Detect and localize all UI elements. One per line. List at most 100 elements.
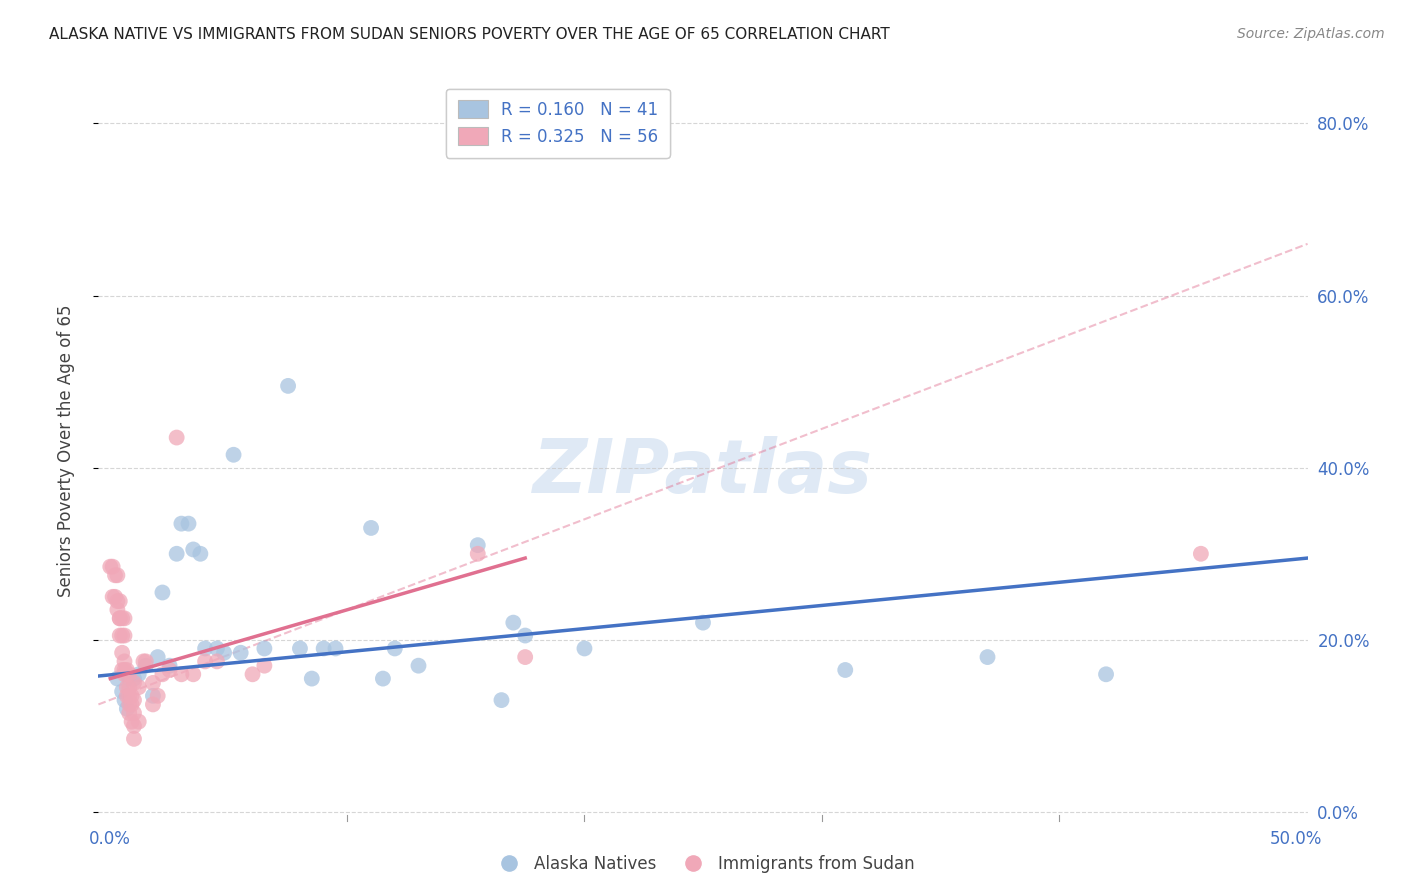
Point bbox=[115, 680, 138, 694]
Point bbox=[105, 672, 128, 686]
Point bbox=[152, 585, 174, 599]
Point bbox=[1189, 547, 1212, 561]
Point bbox=[122, 706, 145, 720]
Point bbox=[101, 559, 124, 574]
Point bbox=[384, 641, 406, 656]
Point bbox=[118, 689, 141, 703]
Point bbox=[491, 693, 513, 707]
Point bbox=[152, 667, 174, 681]
Point bbox=[205, 641, 228, 656]
Point bbox=[105, 594, 128, 608]
Point bbox=[467, 538, 489, 552]
Point bbox=[118, 672, 141, 686]
Point bbox=[122, 731, 145, 746]
Legend: R = 0.160   N = 41, R = 0.325   N = 56: R = 0.160 N = 41, R = 0.325 N = 56 bbox=[446, 88, 669, 158]
Point bbox=[242, 667, 264, 681]
Point bbox=[114, 654, 136, 668]
Point bbox=[108, 594, 131, 608]
Point bbox=[105, 603, 128, 617]
Point bbox=[325, 641, 347, 656]
Point bbox=[159, 663, 181, 677]
Point bbox=[121, 698, 143, 712]
Text: ZIPatlas: ZIPatlas bbox=[533, 436, 873, 509]
Point bbox=[408, 658, 430, 673]
Point bbox=[301, 672, 323, 686]
Point bbox=[502, 615, 524, 630]
Point bbox=[135, 654, 157, 668]
Point bbox=[121, 689, 143, 703]
Point bbox=[467, 547, 489, 561]
Point bbox=[142, 676, 165, 690]
Point bbox=[177, 516, 200, 531]
Point bbox=[115, 689, 138, 703]
Point bbox=[108, 611, 131, 625]
Point bbox=[114, 663, 136, 677]
Point bbox=[104, 568, 127, 582]
Point bbox=[159, 658, 181, 673]
Point bbox=[229, 646, 252, 660]
Point bbox=[118, 680, 141, 694]
Point bbox=[253, 641, 276, 656]
Point bbox=[181, 667, 204, 681]
Point bbox=[118, 706, 141, 720]
Point bbox=[111, 663, 134, 677]
Point bbox=[288, 641, 311, 656]
Point bbox=[132, 654, 155, 668]
Point bbox=[118, 667, 141, 681]
Point bbox=[114, 611, 136, 625]
Point bbox=[115, 663, 138, 677]
Point bbox=[253, 658, 276, 673]
Point bbox=[222, 448, 245, 462]
Text: ALASKA NATIVE VS IMMIGRANTS FROM SUDAN SENIORS POVERTY OVER THE AGE OF 65 CORREL: ALASKA NATIVE VS IMMIGRANTS FROM SUDAN S… bbox=[49, 27, 890, 42]
Point bbox=[115, 702, 138, 716]
Point bbox=[128, 680, 150, 694]
Point bbox=[146, 650, 169, 665]
Point bbox=[371, 672, 394, 686]
Point bbox=[122, 672, 145, 686]
Point bbox=[205, 654, 228, 668]
Point bbox=[166, 547, 188, 561]
Point bbox=[142, 689, 165, 703]
Point bbox=[312, 641, 335, 656]
Point bbox=[121, 714, 143, 729]
Point bbox=[515, 628, 537, 642]
Point bbox=[111, 646, 134, 660]
Point bbox=[111, 611, 134, 625]
Point bbox=[114, 667, 136, 681]
Point bbox=[111, 628, 134, 642]
Point bbox=[122, 693, 145, 707]
Point bbox=[122, 719, 145, 733]
Point bbox=[104, 590, 127, 604]
Point bbox=[108, 611, 131, 625]
Point bbox=[190, 547, 212, 561]
Point bbox=[118, 698, 141, 712]
Point bbox=[146, 689, 169, 703]
Point bbox=[181, 542, 204, 557]
Point bbox=[135, 658, 157, 673]
Point bbox=[360, 521, 382, 535]
Point bbox=[114, 693, 136, 707]
Point bbox=[98, 559, 121, 574]
Point bbox=[574, 641, 596, 656]
Point bbox=[834, 663, 856, 677]
Point bbox=[515, 650, 537, 665]
Point bbox=[101, 590, 124, 604]
Point bbox=[166, 431, 188, 445]
Point bbox=[114, 628, 136, 642]
Point bbox=[170, 516, 193, 531]
Point bbox=[111, 684, 134, 698]
Point bbox=[170, 667, 193, 681]
Point bbox=[277, 379, 299, 393]
Point bbox=[194, 654, 217, 668]
Text: Source: ZipAtlas.com: Source: ZipAtlas.com bbox=[1237, 27, 1385, 41]
Legend: Alaska Natives, Immigrants from Sudan: Alaska Natives, Immigrants from Sudan bbox=[485, 848, 921, 880]
Point bbox=[108, 628, 131, 642]
Point bbox=[105, 568, 128, 582]
Point bbox=[142, 698, 165, 712]
Y-axis label: Seniors Poverty Over the Age of 65: Seniors Poverty Over the Age of 65 bbox=[56, 304, 75, 597]
Point bbox=[128, 667, 150, 681]
Point bbox=[976, 650, 998, 665]
Point bbox=[1095, 667, 1118, 681]
Point bbox=[194, 641, 217, 656]
Point bbox=[122, 676, 145, 690]
